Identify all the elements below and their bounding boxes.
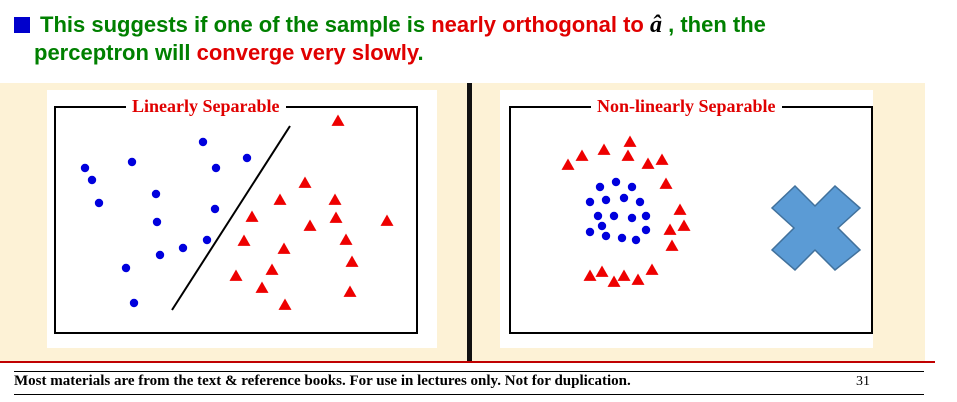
right-circle-point <box>593 211 603 221</box>
left-circle-point <box>127 157 137 167</box>
left-triangle-point <box>278 298 292 310</box>
headline-part4: perceptron will <box>34 40 197 65</box>
left-circle-point <box>211 163 221 173</box>
right-circle-point <box>631 235 641 245</box>
right-circle-point <box>609 211 619 221</box>
left-circle-point <box>80 163 90 173</box>
right-triangle-point <box>623 135 637 147</box>
right-triangle-point <box>621 149 635 161</box>
headline-part5: converge very slowly <box>196 40 418 65</box>
left-triangle-point <box>277 242 291 254</box>
headline-part3: , then the <box>662 12 766 37</box>
headline-part2: nearly orthogonal to <box>431 12 644 37</box>
right-circle-point <box>595 182 605 192</box>
right-panel-title: Non-linearly Separable <box>591 95 782 117</box>
page-number: 31 <box>856 374 870 389</box>
headline-part6: . <box>417 40 424 65</box>
right-circle-point <box>601 195 611 205</box>
right-triangle-point <box>677 219 691 231</box>
left-circle-point <box>87 175 97 185</box>
left-panel-title: Linearly Separable <box>126 95 286 117</box>
left-circle-point <box>151 189 161 199</box>
right-circle-point <box>641 225 651 235</box>
panel-divider <box>467 83 472 362</box>
left-circle-point <box>94 198 104 208</box>
left-triangle-point <box>343 285 357 297</box>
right-triangle-point <box>597 143 611 155</box>
left-triangle-point <box>345 255 359 267</box>
left-circle-point <box>155 250 165 260</box>
right-circle-point <box>619 193 629 203</box>
left-circle-point <box>242 153 252 163</box>
right-triangle-point <box>583 269 597 281</box>
footer-bottom-rule <box>14 394 924 395</box>
left-panel <box>47 90 437 348</box>
square-bullet-icon <box>14 17 30 33</box>
right-triangle-point <box>665 239 679 251</box>
footer-top-rule <box>14 371 924 372</box>
left-circle-point <box>121 263 131 273</box>
footer-red-rule <box>0 361 935 363</box>
footer-text: Most materials are from the text & refer… <box>14 373 631 389</box>
left-circle-point <box>129 298 139 308</box>
cross-icon <box>770 184 862 272</box>
left-circle-point <box>210 204 220 214</box>
right-circle-point <box>585 197 595 207</box>
right-triangle-point <box>645 263 659 275</box>
right-triangle-point <box>659 177 673 189</box>
right-circle-point <box>641 211 651 221</box>
right-triangle-point <box>641 157 655 169</box>
left-circle-point <box>202 235 212 245</box>
right-circle-point <box>627 213 637 223</box>
left-circle-point <box>152 217 162 227</box>
right-triangle-point <box>595 265 609 277</box>
left-triangle-point <box>339 233 353 245</box>
left-triangle-point <box>303 219 317 231</box>
left-triangle-point <box>273 193 287 205</box>
right-circle-point <box>585 227 595 237</box>
right-triangle-point <box>561 158 575 170</box>
left-triangle-point <box>229 269 243 281</box>
left-triangle-point <box>255 281 269 293</box>
right-triangle-point <box>663 223 677 235</box>
right-circle-point <box>627 182 637 192</box>
right-triangle-point <box>631 273 645 285</box>
left-triangle-point <box>245 210 259 222</box>
right-circle-point <box>597 221 607 231</box>
right-triangle-point <box>607 275 621 287</box>
left-triangle-point <box>331 114 345 126</box>
right-circle-point <box>635 197 645 207</box>
separating-line <box>171 125 291 311</box>
left-triangle-point <box>329 211 343 223</box>
right-triangle-point <box>673 203 687 215</box>
left-triangle-point <box>328 193 342 205</box>
left-triangle-point <box>380 214 394 226</box>
headline-part1: This suggests if one of the sample is <box>40 12 432 37</box>
left-circle-point <box>198 137 208 147</box>
right-triangle-point <box>617 269 631 281</box>
right-triangle-point <box>655 153 669 165</box>
slide-headline: This suggests if one of the sample is ne… <box>14 11 939 67</box>
right-triangle-point <box>575 149 589 161</box>
right-circle-point <box>611 177 621 187</box>
left-triangle-point <box>265 263 279 275</box>
a-hat-symbol: â <box>650 12 662 38</box>
right-circle-point <box>617 233 627 243</box>
left-triangle-point <box>298 176 312 188</box>
right-circle-point <box>601 231 611 241</box>
left-triangle-point <box>237 234 251 246</box>
left-circle-point <box>178 243 188 253</box>
